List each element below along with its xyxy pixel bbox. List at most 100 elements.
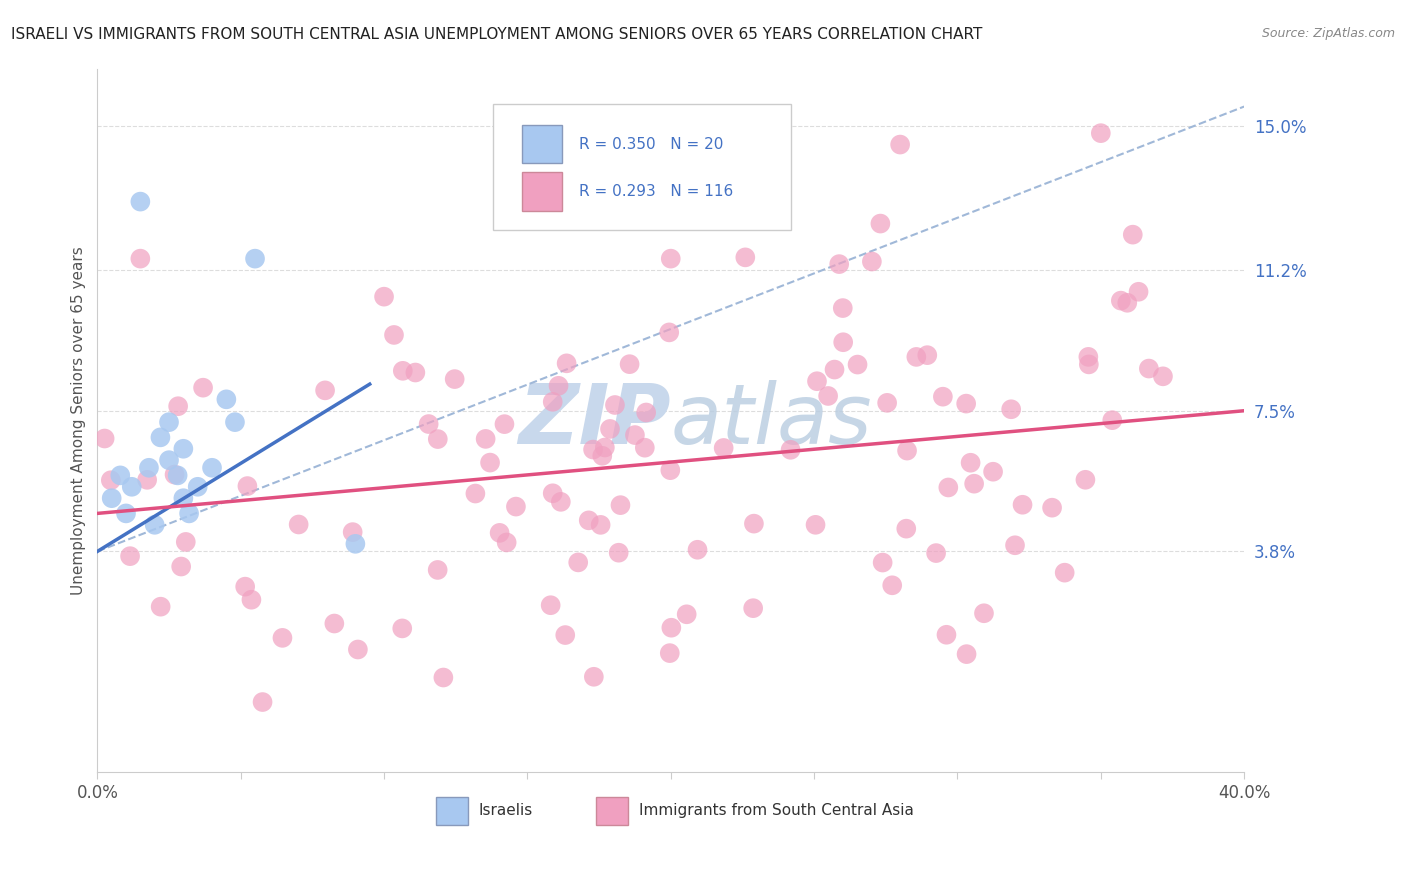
Point [1122, 227, 1144, 242]
Point [607, 546, 630, 560]
Point [167, 399, 190, 413]
Point [1152, 369, 1174, 384]
Point [129, 252, 152, 266]
Point [157, 453, 180, 467]
Point [713, 441, 735, 455]
Point [314, 384, 336, 398]
Point [925, 546, 948, 560]
Point [426, 563, 449, 577]
Point [432, 671, 454, 685]
Point [593, 441, 616, 455]
Point [582, 670, 605, 684]
Point [876, 396, 898, 410]
Point [143, 517, 166, 532]
Point [541, 486, 564, 500]
Point [110, 468, 132, 483]
FancyBboxPatch shape [522, 125, 562, 163]
Point [578, 513, 600, 527]
Text: Immigrants from South Central Asia: Immigrants from South Central Asia [638, 803, 914, 818]
Point [619, 357, 641, 371]
Point [541, 394, 564, 409]
Point [382, 328, 405, 343]
Point [464, 486, 486, 500]
Point [624, 428, 647, 442]
Point [121, 480, 143, 494]
Point [591, 449, 613, 463]
Y-axis label: Unemployment Among Seniors over 65 years: Unemployment Among Seniors over 65 years [72, 246, 86, 595]
Point [271, 631, 294, 645]
Point [166, 468, 188, 483]
FancyBboxPatch shape [522, 172, 562, 211]
FancyBboxPatch shape [494, 103, 792, 230]
Point [742, 601, 765, 615]
Point [1101, 413, 1123, 427]
Point [896, 443, 918, 458]
Point [1053, 566, 1076, 580]
Point [675, 607, 697, 622]
Point [872, 556, 894, 570]
Point [1077, 350, 1099, 364]
Point [1074, 473, 1097, 487]
Point [233, 580, 256, 594]
Point [634, 441, 657, 455]
Point [474, 432, 496, 446]
Point [804, 517, 827, 532]
Point [240, 592, 263, 607]
Point [1000, 402, 1022, 417]
Point [215, 392, 238, 407]
Point [1116, 295, 1139, 310]
Point [1137, 361, 1160, 376]
Point [138, 460, 160, 475]
Point [391, 621, 413, 635]
Point [779, 442, 801, 457]
Point [896, 522, 918, 536]
Point [832, 335, 855, 350]
Point [120, 549, 142, 563]
Point [404, 366, 426, 380]
Point [443, 372, 465, 386]
Point [1040, 500, 1063, 515]
Text: atlas: atlas [671, 380, 872, 461]
Point [824, 362, 846, 376]
Point [659, 463, 682, 477]
Point [742, 516, 765, 531]
Point [488, 525, 510, 540]
Point [157, 415, 180, 429]
Point [323, 616, 346, 631]
Point [373, 290, 395, 304]
Point [550, 495, 572, 509]
Point [547, 379, 569, 393]
Point [567, 555, 589, 569]
Point [1004, 538, 1026, 552]
Point [936, 480, 959, 494]
Point [658, 326, 681, 340]
Point [589, 517, 612, 532]
Point [93, 432, 115, 446]
Point [100, 473, 122, 487]
Point [163, 467, 186, 482]
Point [149, 430, 172, 444]
Point [187, 480, 209, 494]
Point [917, 348, 939, 362]
Point [495, 535, 517, 549]
Point [100, 491, 122, 506]
Point [252, 695, 274, 709]
Point [603, 398, 626, 412]
Point [426, 432, 449, 446]
Point [174, 535, 197, 549]
Point [882, 578, 904, 592]
Point [224, 415, 246, 429]
Point [659, 252, 682, 266]
Text: Source: ZipAtlas.com: Source: ZipAtlas.com [1261, 27, 1395, 40]
Point [806, 374, 828, 388]
Point [494, 417, 516, 431]
Point [973, 607, 995, 621]
Point [860, 254, 883, 268]
Point [846, 358, 869, 372]
Point [935, 628, 957, 642]
Point [347, 642, 370, 657]
Point [287, 517, 309, 532]
Point [959, 456, 981, 470]
Point [582, 442, 605, 457]
Point [554, 628, 576, 642]
